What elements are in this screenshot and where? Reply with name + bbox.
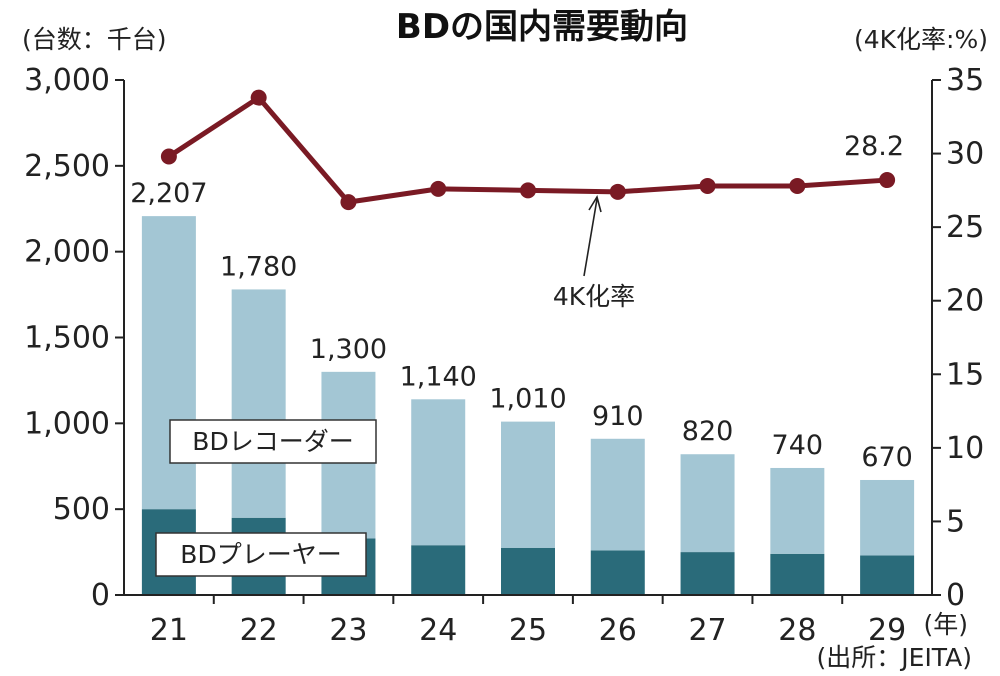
left-axis-label: (台数：千台) [22, 25, 167, 54]
annotation-arrow-head [588, 194, 602, 213]
x-tick-label: 28 [778, 613, 816, 648]
bar-player [770, 553, 825, 595]
bar-recorder [860, 479, 915, 556]
x-tick-label: 29 [868, 613, 906, 648]
legend-recorder: BDレコーダー [169, 419, 377, 464]
line-point [160, 148, 177, 165]
x-tick-label: 27 [688, 613, 726, 648]
x-tick-label: 23 [329, 613, 367, 648]
bar-player [411, 545, 466, 595]
bar-recorder [680, 454, 735, 553]
source-note: (出所：JEITA) [817, 643, 972, 672]
total-label: 740 [772, 430, 824, 461]
total-label: 1,140 [400, 361, 477, 392]
right-tick-label: 25 [946, 210, 984, 245]
left-tick-label: 1,000 [24, 406, 110, 441]
left-tick-label: 1,500 [24, 321, 110, 356]
legend-player: BDプレーヤー [155, 532, 367, 577]
chart-title: BDの国内需要動向 [396, 7, 688, 47]
bar-recorder [141, 216, 196, 510]
right-tick-label: 0 [946, 578, 965, 613]
bar-recorder [231, 289, 286, 518]
line-point [699, 177, 716, 194]
bar-recorder [770, 467, 825, 554]
line-series [160, 89, 896, 211]
left-tick-label: 2,500 [24, 149, 110, 184]
line-point [520, 182, 536, 199]
total-label: 670 [861, 442, 913, 473]
bar-recorder [590, 438, 645, 551]
bar-player [501, 547, 555, 595]
line-point [250, 89, 267, 106]
total-label: 910 [592, 401, 644, 432]
line-end-label: 28.2 [844, 131, 904, 162]
total-label: 820 [682, 416, 734, 447]
right-tick-label: 5 [946, 504, 965, 539]
right-tick-label: 15 [946, 357, 984, 392]
total-label: 2,207 [130, 178, 207, 209]
line-point [430, 180, 447, 197]
right-tick-label: 10 [946, 431, 984, 466]
left-tick-label: 500 [53, 492, 110, 527]
line-point [879, 172, 896, 189]
right-axis-ticks: 0 5 10 15 20 25 30 35 [932, 63, 984, 613]
annotation-arrow-shaft [583, 198, 598, 277]
left-axis-ticks: 0 500 1,000 1,500 2,000 2,500 3,000 [24, 63, 124, 613]
bar-player [680, 552, 735, 595]
line-point [609, 183, 626, 200]
x-tick-label: 26 [599, 613, 637, 648]
legend-recorder-box [169, 419, 377, 464]
right-axis-label: (4K化率:%) [854, 25, 988, 54]
total-label: 1,010 [489, 384, 566, 415]
bar-player [860, 555, 915, 595]
total-labels: 2,207 1,780 1,300 1,140 1,010 910 820 740 670 [130, 178, 913, 473]
legend-player-label: BDプレーヤー [180, 540, 341, 569]
right-tick-label: 30 [946, 137, 984, 172]
legend-recorder-label: BDレコーダー [192, 427, 353, 456]
bar-recorder [501, 421, 555, 548]
total-label: 1,300 [310, 334, 387, 365]
x-axis-label: (年) [923, 610, 968, 639]
right-tick-label: 20 [946, 284, 984, 319]
line-annotation: 4K化率 [553, 194, 635, 311]
left-tick-label: 3,000 [24, 63, 110, 98]
x-axis-ticks: 21 22 23 24 25 26 27 28 29 [150, 595, 906, 648]
total-label: 1,780 [220, 251, 297, 282]
x-tick-label: 24 [419, 613, 457, 648]
left-tick-label: 0 [91, 578, 110, 613]
left-tick-label: 2,000 [24, 235, 110, 270]
x-tick-label: 22 [240, 613, 278, 648]
right-tick-label: 35 [946, 63, 984, 98]
line-point [789, 177, 806, 194]
x-tick-label: 25 [509, 613, 547, 648]
bar-player [590, 550, 645, 595]
line-annotation-label: 4K化率 [553, 282, 635, 311]
bar-recorder [411, 399, 466, 546]
legend-player-box [155, 532, 367, 577]
line-point [340, 194, 357, 211]
x-tick-label: 21 [150, 613, 188, 648]
